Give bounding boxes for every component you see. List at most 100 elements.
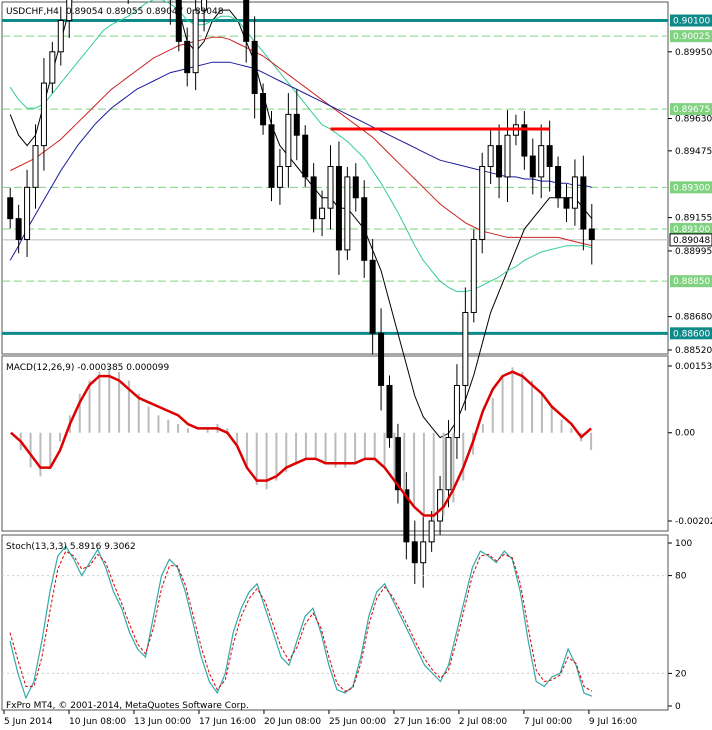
candle-body — [66, 0, 73, 22]
candle-body — [268, 124, 275, 188]
candle-body — [32, 145, 39, 188]
candle-body — [7, 197, 14, 220]
candle-body — [201, 0, 208, 11]
macd-label: MACD(12,26,9) -0.000385 0.000099 — [6, 363, 169, 373]
candle-body — [538, 145, 545, 178]
macd-tick-label: 0.00 — [675, 429, 695, 439]
price-tick-label: 0.88995 — [675, 247, 712, 257]
x-tick-label: 5 Jun 2014 — [4, 717, 53, 727]
candle-body — [184, 40, 191, 74]
x-tick-label: 10 Jun 08:00 — [69, 717, 126, 727]
price-levels: 0.90100 0.90025 0.89675 0.89300 0.89100 0.888… — [2, 14, 712, 340]
candle-body — [293, 113, 300, 136]
candle-body — [352, 176, 359, 199]
candle-body — [529, 155, 536, 178]
x-tick-label: 20 Jun 08:00 — [264, 717, 321, 727]
candle-body — [496, 145, 503, 178]
price-tick-label: 0.89630 — [675, 115, 712, 125]
candle-body — [470, 238, 477, 313]
x-tick-label: 7 Jul 00:00 — [524, 717, 573, 727]
macd-panel: 0.001533 0.00 -0.002027 — [10, 362, 712, 527]
stoch-tick-label: 0 — [675, 702, 681, 712]
price-tick-label: 0.89950 — [675, 48, 712, 58]
stoch-panel-frame — [1, 534, 669, 711]
candle-body — [487, 145, 494, 167]
x-tick-label: 17 Jun 16:00 — [199, 717, 256, 727]
time-x-axis: 5 Jun 2014 10 Jun 08:00 13 Jun 00:00 17 Jun… — [3, 710, 638, 727]
candle-body — [403, 489, 410, 543]
moving-average-line — [9, 0, 593, 439]
candle-body — [260, 93, 267, 126]
candle-body — [588, 228, 595, 240]
macd-tick-label: 0.001533 — [675, 362, 712, 372]
candle-body — [276, 165, 283, 188]
candle-body — [369, 259, 376, 334]
macd-signal-line — [10, 370, 592, 517]
candle-body — [437, 489, 444, 522]
candle-body — [24, 186, 31, 240]
level-tag-label: 0.89100 — [673, 225, 710, 235]
level-tag-label: 0.88600 — [673, 329, 710, 339]
candle-body — [428, 520, 435, 543]
x-tick-label: 13 Jun 00:00 — [134, 717, 191, 727]
macd-tick-label: -0.002027 — [675, 517, 712, 527]
level-tag-label: 0.89675 — [673, 105, 710, 115]
candle-body — [310, 176, 317, 220]
chart-title: USDCHF,H4 — [6, 7, 59, 17]
moving-average-line — [9, 0, 592, 293]
level-tag — [670, 223, 712, 236]
candle-body — [319, 207, 326, 220]
level-tag-label: 0.90025 — [673, 32, 710, 42]
stoch-main-line — [9, 545, 593, 700]
candle-body — [15, 218, 22, 240]
current-price-tag — [669, 233, 712, 247]
current-price-label: 0.89048 — [673, 236, 710, 246]
level-tag-label: 0.88850 — [673, 277, 710, 287]
candle-body — [521, 124, 528, 157]
price-y-axis: 0.89950 0.89630 0.89475 0.89155 0.88995 0.886… — [668, 48, 712, 356]
x-tick-label: 2 Jul 08:00 — [459, 717, 508, 727]
x-tick-label: 25 Jun 00:00 — [329, 717, 386, 727]
candle-body — [394, 437, 401, 491]
moving-averages — [9, 0, 593, 439]
candle-body — [285, 113, 292, 167]
candle-body — [411, 541, 418, 564]
stoch-tick-label: 80 — [675, 572, 687, 582]
candle-body — [504, 134, 511, 178]
stoch-signal-line — [9, 550, 593, 692]
candle-body — [453, 384, 460, 439]
candle-body — [327, 165, 334, 209]
candle-body — [40, 82, 47, 147]
candle-body — [555, 165, 562, 199]
moving-average-line — [9, 36, 592, 247]
level-tag — [670, 30, 712, 43]
level-tag — [670, 14, 712, 27]
level-tag — [670, 327, 712, 340]
candle-body — [175, 0, 182, 42]
level-tag — [670, 275, 712, 288]
candle-body — [479, 165, 486, 240]
level-tag-label: 0.89300 — [673, 183, 710, 193]
candles — [7, 0, 595, 588]
stoch-label: Stoch(13,3,3) 5.8916 9.3062 — [6, 542, 136, 552]
candle-body — [251, 40, 258, 94]
level-tag — [670, 103, 712, 116]
candle-body — [243, 0, 250, 42]
ohlc-readout: 0.89054 0.89055 0.89047 0.89048 — [66, 7, 224, 17]
x-tick-label: 9 Jul 16:00 — [589, 717, 638, 727]
candle-body — [378, 332, 385, 386]
candle-body — [563, 197, 570, 209]
candle-body — [361, 197, 368, 261]
price-panel-frame — [1, 1, 669, 355]
candle-body — [344, 176, 351, 251]
candle-body — [49, 51, 56, 84]
candle-body — [386, 384, 393, 439]
stoch-tick-label: 20 — [675, 669, 687, 679]
price-tick-label: 0.89155 — [675, 214, 712, 224]
level-tag — [670, 181, 712, 194]
level-tag-label: 0.90100 — [673, 17, 710, 27]
price-tick-label: 0.88520 — [675, 346, 712, 356]
candle-body — [571, 176, 578, 209]
copyright-text: FxPro MT4, © 2001-2014, MetaQuotes Softw… — [6, 701, 249, 711]
